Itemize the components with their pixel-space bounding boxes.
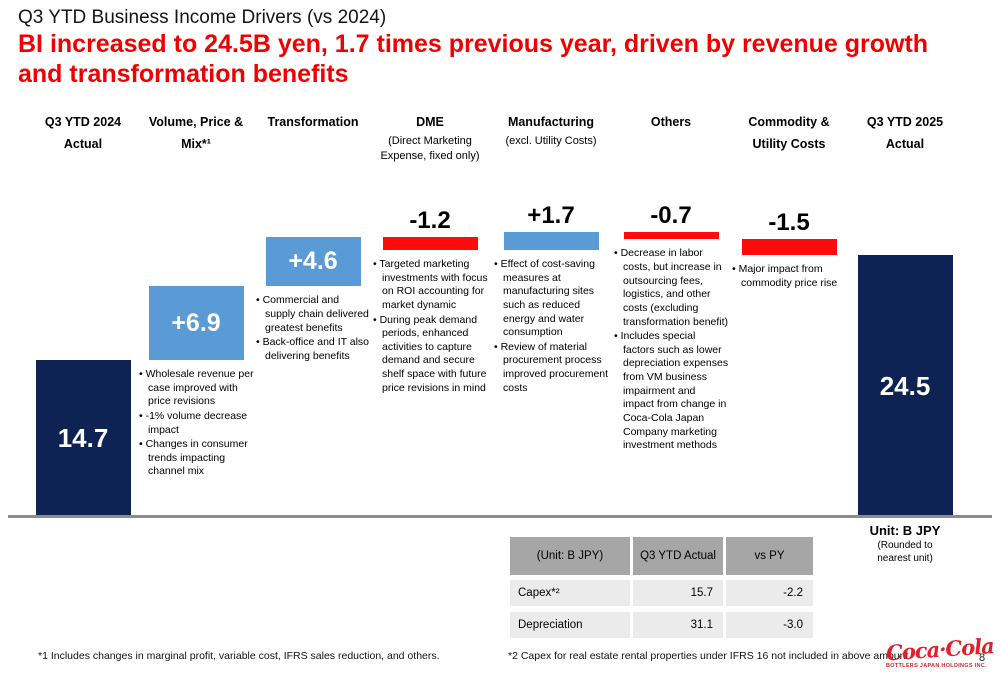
column-header-line: Mix*¹: [181, 136, 211, 151]
waterfall-bar: +6.9: [148, 286, 244, 360]
column-bullets: • Wholesale revenue per case improved wi…: [139, 368, 254, 480]
column-header: Commodity & Utility Costs: [725, 112, 853, 155]
bullet-item: • Review of material procurement process…: [494, 340, 609, 394]
bullet-item: • Major impact from commodity price rise: [732, 263, 838, 289]
table-cell-label: Depreciation: [510, 612, 630, 638]
column-subheader-line: (excl. Utility Costs): [505, 134, 597, 147]
table-header-cell: vs PY: [726, 537, 813, 575]
waterfall-bar: [741, 239, 837, 256]
column-bullets: • Commercial and supply chain delivered …: [256, 294, 371, 364]
footnote-2: *2 Capex for real estate rental properti…: [508, 650, 909, 662]
column-header-line: Manufacturing: [507, 115, 595, 129]
waterfall-bar: [623, 231, 719, 240]
column-header-line: Actual: [885, 136, 925, 151]
column-header-line: Q3 YTD 2025: [866, 115, 944, 129]
bar-value-label: -1.2: [409, 207, 451, 235]
coca-cola-logo: Coca·Cola BOTTLERS JAPAN HOLDINGS INC.: [885, 633, 995, 669]
page-number: 8: [979, 652, 986, 664]
column-header: Q3 YTD 2025 Actual: [841, 112, 969, 155]
bullet-item: • Back-office and IT also delivering ben…: [256, 336, 370, 362]
column-header: Volume, Price & Mix*¹: [132, 112, 260, 155]
column-header-line: Actual: [63, 136, 103, 151]
slide-title: Q3 YTD Business Income Drivers (vs 2024): [18, 7, 387, 28]
table-row: Depreciation 31.1 -3.0: [510, 612, 813, 638]
bar-value-label: +6.9: [171, 308, 221, 337]
bar-value-label: 14.7: [57, 422, 109, 453]
coca-cola-logo-subtext: BOTTLERS JAPAN HOLDINGS INC.: [886, 663, 987, 669]
bullet-item: • Targeted marketing investments with fo…: [373, 258, 488, 311]
column-bullets: • Decrease in labor costs, but increase …: [614, 247, 729, 454]
table-cell-actual: 15.7: [633, 580, 723, 606]
bar-value-label: +1.7: [527, 201, 575, 229]
waterfall-bar: +4.6: [265, 237, 361, 287]
column-bullets: • Effect of cost-saving measures at manu…: [494, 258, 609, 396]
table-cell-actual: 31.1: [633, 612, 723, 638]
footnote-1: *1 Includes changes in marginal profit, …: [38, 650, 440, 662]
bar-value-label: 24.5: [879, 370, 931, 401]
chart-baseline: [8, 515, 992, 518]
bar-value-label: +4.6: [288, 247, 338, 276]
column-header-line: Q3 YTD 2024: [44, 115, 122, 129]
table-cell-label: Capex*²: [510, 580, 630, 606]
column-header-line: Others: [650, 115, 692, 129]
waterfall-bar: 14.7: [35, 360, 131, 517]
bullet-item: • Includes special factors such as lower…: [614, 330, 729, 452]
subtitle-line-2: and transformation benefits: [18, 59, 349, 88]
unit-note: Unit: B JPY (Rounded to nearest unit): [845, 523, 965, 565]
column-subheader-line: Expense, fixed only): [380, 150, 480, 163]
column-bullets: • Targeted marketing investments with fo…: [373, 258, 488, 396]
table-header-row: (Unit: B JPY) Q3 YTD Actual vs PY: [510, 537, 813, 575]
column-header: Transformation: [249, 112, 377, 134]
table-cell-vs-py: -3.0: [726, 612, 813, 638]
bullet-item: • Wholesale revenue per case improved wi…: [139, 368, 254, 408]
column-header: Q3 YTD 2024 Actual: [19, 112, 147, 155]
bar-value-label: -1.5: [768, 209, 810, 237]
subtitle-line-1: BI increased to 24.5B yen, 1.7 times pre…: [18, 30, 929, 58]
bar-value-label: -0.7: [650, 201, 692, 229]
column-bullets: • Major impact from commodity price rise: [732, 263, 847, 291]
bullet-item: • -1% volume decrease impact: [139, 409, 248, 436]
bullet-item: • Changes in consumer trends impacting c…: [139, 438, 248, 478]
waterfall-bar: [503, 231, 599, 250]
table-row: Capex*² 15.7 -2.2: [510, 580, 813, 606]
column-header-line: Volume, Price &: [148, 115, 244, 129]
capex-depreciation-table: (Unit: B JPY) Q3 YTD Actual vs PY Capex*² 15…: [510, 537, 813, 644]
bullet-item: • Commercial and supply chain delivered …: [256, 294, 369, 334]
table-header-cell: (Unit: B JPY): [510, 537, 630, 575]
waterfall-bar: [382, 237, 478, 250]
column-header-line: DME: [416, 115, 444, 129]
coca-cola-logo-script: Coca·Cola: [885, 633, 995, 666]
bullet-item: • Decrease in labor costs, but increase …: [614, 247, 729, 328]
waterfall-bar: 24.5: [857, 255, 953, 517]
unit-label: Unit: B JPY: [869, 523, 941, 538]
column-header-line: Utility Costs: [752, 136, 826, 151]
slide-subtitle: BI increased to 24.5B yen, 1.7 times pre…: [18, 30, 978, 89]
column-header: Others: [607, 112, 735, 134]
bullet-item: • Effect of cost-saving measures at manu…: [494, 258, 595, 339]
column-header: DME (Direct Marketing Expense, fixed only): [366, 112, 494, 165]
unit-rounding-note: (Rounded to nearest unit): [877, 540, 933, 564]
bullet-item: • During peak demand periods, enhanced a…: [373, 313, 487, 394]
table-header-cell: Q3 YTD Actual: [633, 537, 723, 575]
column-header: Manufacturing (excl. Utility Costs): [487, 112, 615, 149]
column-subheader-line: (Direct Marketing: [388, 134, 472, 147]
table-cell-vs-py: -2.2: [726, 580, 813, 606]
column-header-line: Transformation: [267, 115, 359, 129]
column-header-line: Commodity &: [748, 115, 830, 129]
